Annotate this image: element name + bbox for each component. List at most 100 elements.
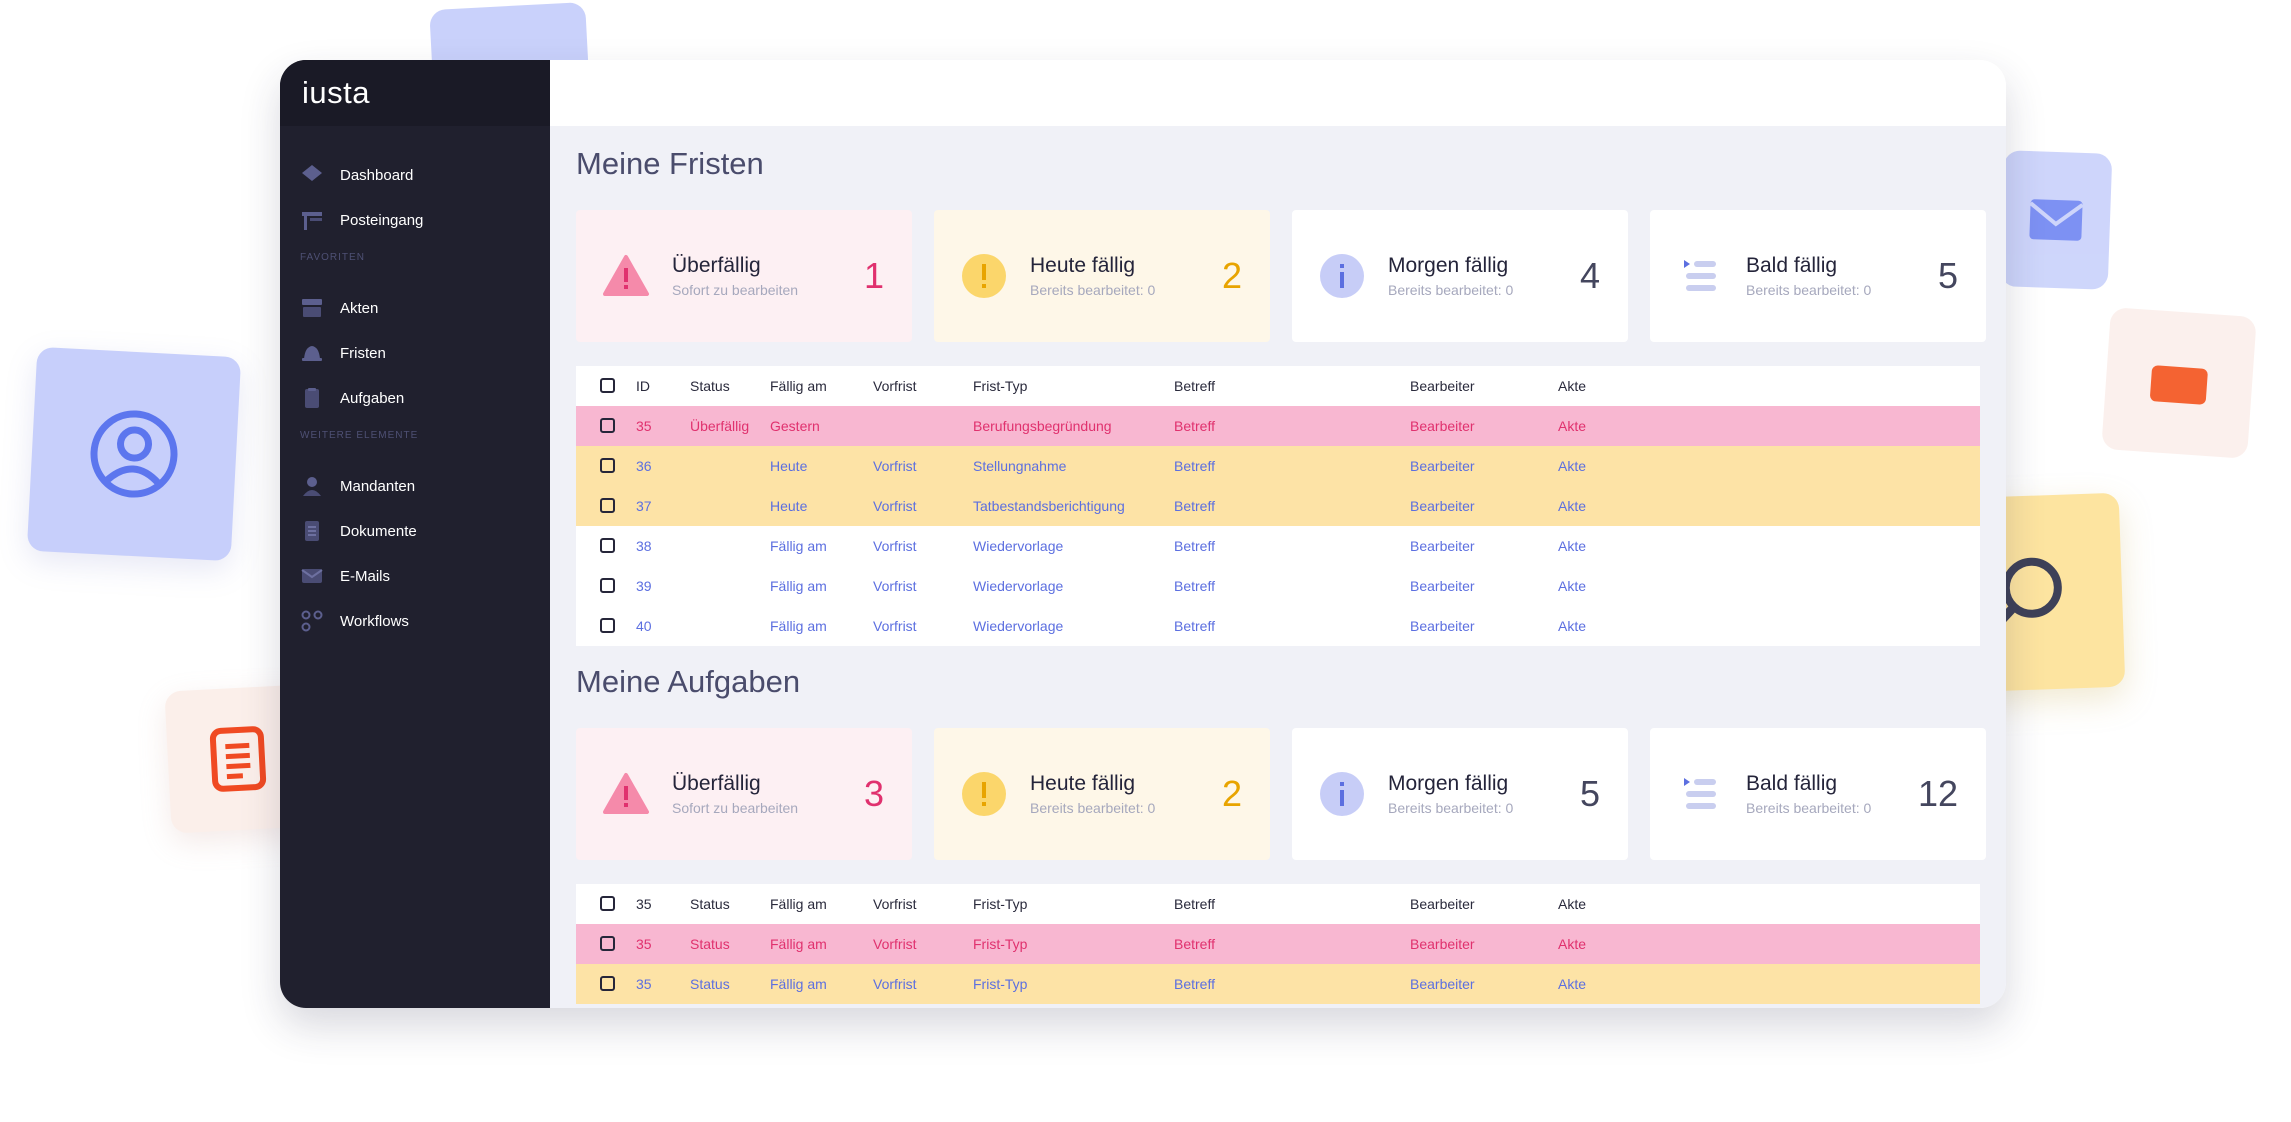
column-header[interactable]: Akte bbox=[1558, 378, 1587, 394]
cell-id[interactable]: 36 bbox=[636, 458, 652, 474]
column-header[interactable]: Akte bbox=[1558, 896, 1587, 912]
table-row[interactable]: 36 Heute Vorfrist Stellungnahme Betreff Bearb… bbox=[576, 446, 1980, 486]
cell-betreff[interactable]: Betreff bbox=[1174, 458, 1215, 474]
table-row[interactable]: 40 Fällig am Vorfrist Wiedervorlage Betreff B… bbox=[576, 606, 1980, 646]
cell-bearbeiter[interactable]: Bearbeiter bbox=[1410, 498, 1475, 514]
cell-typ[interactable]: Berufungsbegründung bbox=[973, 418, 1112, 434]
cell-akte[interactable]: Akte bbox=[1558, 538, 1587, 554]
row-checkbox[interactable] bbox=[600, 538, 615, 553]
summary-card-1[interactable]: Heute fällig Bereits bearbeitet: 0 2 bbox=[934, 210, 1270, 342]
cell-betreff[interactable]: Betreff bbox=[1174, 618, 1215, 634]
cell-faellig[interactable]: Fällig am bbox=[770, 976, 827, 992]
cell-betreff[interactable]: Betreff bbox=[1174, 936, 1215, 952]
cell-id[interactable]: 35 bbox=[636, 936, 652, 952]
sidebar-item-posteingang[interactable]: Posteingang bbox=[300, 205, 423, 235]
cell-betreff[interactable]: Betreff bbox=[1174, 418, 1215, 434]
row-checkbox[interactable] bbox=[600, 578, 615, 593]
column-header[interactable]: Fällig am bbox=[770, 896, 827, 912]
cell-vorfrist[interactable]: Vorfrist bbox=[873, 976, 917, 992]
cell-bearbeiter[interactable]: Bearbeiter bbox=[1410, 458, 1475, 474]
cell-faellig[interactable]: Heute bbox=[770, 498, 808, 514]
cell-id[interactable]: 38 bbox=[636, 538, 652, 554]
cell-typ[interactable]: Wiedervorlage bbox=[973, 538, 1064, 554]
cell-id[interactable]: 35 bbox=[636, 418, 652, 434]
column-header[interactable]: Betreff bbox=[1174, 378, 1215, 394]
cell-typ[interactable]: Frist-Typ bbox=[973, 936, 1028, 952]
column-header[interactable]: ID bbox=[636, 378, 650, 394]
column-header[interactable]: Bearbeiter bbox=[1410, 896, 1475, 912]
cell-typ[interactable]: Wiedervorlage bbox=[973, 618, 1064, 634]
column-header[interactable]: Frist-Typ bbox=[973, 378, 1028, 394]
cell-vorfrist[interactable]: Vorfrist bbox=[873, 458, 917, 474]
cell-bearbeiter[interactable]: Bearbeiter bbox=[1410, 936, 1475, 952]
cell-id[interactable]: 35 bbox=[636, 976, 652, 992]
row-checkbox[interactable] bbox=[600, 418, 615, 433]
row-checkbox[interactable] bbox=[600, 498, 615, 513]
cell-akte[interactable]: Akte bbox=[1558, 458, 1587, 474]
cell-betreff[interactable]: Betreff bbox=[1174, 578, 1215, 594]
cell-vorfrist[interactable]: Vorfrist bbox=[873, 936, 917, 952]
cell-typ[interactable]: Frist-Typ bbox=[973, 976, 1028, 992]
column-header[interactable]: Status bbox=[690, 896, 730, 912]
cell-typ[interactable]: Tatbestandsberichtigung bbox=[973, 498, 1125, 514]
cell-akte[interactable]: Akte bbox=[1558, 578, 1587, 594]
cell-akte[interactable]: Akte bbox=[1558, 936, 1587, 952]
table-row[interactable]: 35 Status Fällig am Vorfrist Frist-Typ Betref… bbox=[576, 924, 1980, 964]
cell-betreff[interactable]: Betreff bbox=[1174, 498, 1215, 514]
cell-faellig[interactable]: Heute bbox=[770, 458, 808, 474]
summary-card-0[interactable]: Überfällig Sofort zu bearbeiten 3 bbox=[576, 728, 912, 860]
summary-card-3[interactable]: Bald fällig Bereits bearbeitet: 0 5 bbox=[1650, 210, 1986, 342]
cell-akte[interactable]: Akte bbox=[1558, 498, 1587, 514]
cell-id[interactable]: 40 bbox=[636, 618, 652, 634]
summary-card-0[interactable]: Überfällig Sofort zu bearbeiten 1 bbox=[576, 210, 912, 342]
cell-bearbeiter[interactable]: Bearbeiter bbox=[1410, 578, 1475, 594]
row-checkbox[interactable] bbox=[600, 976, 615, 991]
table-row[interactable]: 39 Fällig am Vorfrist Wiedervorlage Betreff B… bbox=[576, 566, 1980, 606]
column-header[interactable]: Status bbox=[690, 378, 730, 394]
summary-card-3[interactable]: Bald fällig Bereits bearbeitet: 0 12 bbox=[1650, 728, 1986, 860]
cell-bearbeiter[interactable]: Bearbeiter bbox=[1410, 418, 1475, 434]
cell-vorfrist[interactable]: Vorfrist bbox=[873, 538, 917, 554]
cell-faellig[interactable]: Fällig am bbox=[770, 936, 827, 952]
select-all-checkbox[interactable] bbox=[600, 378, 615, 393]
cell-bearbeiter[interactable]: Bearbeiter bbox=[1410, 538, 1475, 554]
table-row[interactable]: 37 Heute Vorfrist Tatbestandsberichtigung Be… bbox=[576, 486, 1980, 526]
column-header[interactable]: Frist-Typ bbox=[973, 896, 1028, 912]
cell-faellig[interactable]: Gestern bbox=[770, 418, 820, 434]
cell-akte[interactable]: Akte bbox=[1558, 618, 1587, 634]
cell-typ[interactable]: Stellungnahme bbox=[973, 458, 1067, 474]
sidebar-item-aufgaben[interactable]: Aufgaben bbox=[300, 383, 404, 413]
cell-vorfrist[interactable]: Vorfrist bbox=[873, 578, 917, 594]
sidebar-item-fristen[interactable]: Fristen bbox=[300, 338, 386, 368]
cell-typ[interactable]: Wiedervorlage bbox=[973, 578, 1064, 594]
cell-faellig[interactable]: Fällig am bbox=[770, 618, 827, 634]
cell-faellig[interactable]: Fällig am bbox=[770, 578, 827, 594]
row-checkbox[interactable] bbox=[600, 618, 615, 633]
cell-akte[interactable]: Akte bbox=[1558, 976, 1587, 992]
column-header[interactable]: Vorfrist bbox=[873, 378, 917, 394]
column-header[interactable]: Vorfrist bbox=[873, 896, 917, 912]
sidebar-item-dashboard[interactable]: Dashboard bbox=[300, 160, 413, 190]
table-row[interactable]: 38 Fällig am Vorfrist Wiedervorlage Betreff B… bbox=[576, 526, 1980, 566]
sidebar-item-akten[interactable]: Akten bbox=[300, 293, 378, 323]
summary-card-1[interactable]: Heute fällig Bereits bearbeitet: 0 2 bbox=[934, 728, 1270, 860]
sidebar-item-workflows[interactable]: Workflows bbox=[300, 606, 409, 636]
logo[interactable]: iusta bbox=[280, 60, 550, 126]
cell-betreff[interactable]: Betreff bbox=[1174, 976, 1215, 992]
column-header[interactable]: Betreff bbox=[1174, 896, 1215, 912]
row-checkbox[interactable] bbox=[600, 458, 615, 473]
cell-bearbeiter[interactable]: Bearbeiter bbox=[1410, 618, 1475, 634]
cell-status[interactable]: Überfällig bbox=[690, 418, 750, 434]
summary-card-2[interactable]: Morgen fällig Bereits bearbeitet: 0 4 bbox=[1292, 210, 1628, 342]
row-checkbox[interactable] bbox=[600, 936, 615, 951]
cell-akte[interactable]: Akte bbox=[1558, 418, 1587, 434]
cell-faellig[interactable]: Fällig am bbox=[770, 538, 827, 554]
cell-vorfrist[interactable]: Vorfrist bbox=[873, 498, 917, 514]
column-header[interactable]: Fällig am bbox=[770, 378, 827, 394]
table-row[interactable]: 35 Überfällig Gestern Berufungsbegründung Be… bbox=[576, 406, 1980, 446]
cell-vorfrist[interactable]: Vorfrist bbox=[873, 618, 917, 634]
select-all-checkbox[interactable] bbox=[600, 896, 615, 911]
cell-id[interactable]: 37 bbox=[636, 498, 652, 514]
summary-card-2[interactable]: Morgen fällig Bereits bearbeitet: 0 5 bbox=[1292, 728, 1628, 860]
sidebar-item-emails[interactable]: E-Mails bbox=[300, 561, 390, 591]
